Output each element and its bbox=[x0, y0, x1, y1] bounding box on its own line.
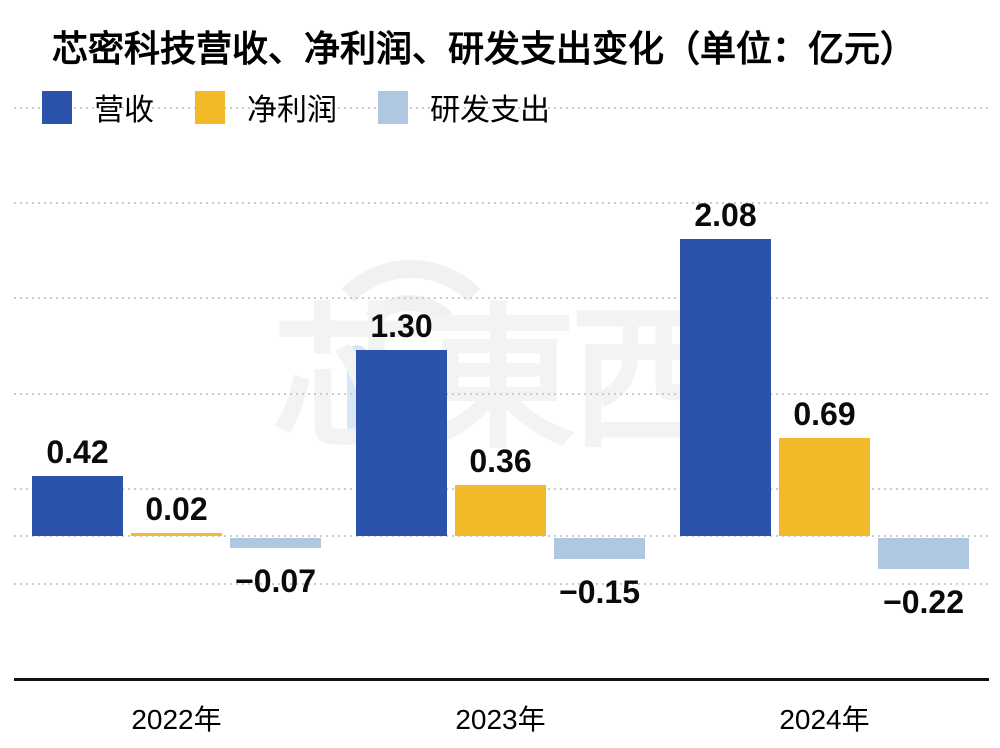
legend-swatch bbox=[378, 90, 408, 124]
x-axis-label-2024年: 2024年 bbox=[779, 704, 870, 735]
bar-营收-2024年 bbox=[680, 239, 771, 536]
bar-研发支出-2024年 bbox=[878, 538, 969, 569]
gridline bbox=[14, 202, 989, 204]
value-label-净利润-2024年: 0.69 bbox=[793, 396, 856, 432]
value-label-营收-2022年: 0.42 bbox=[46, 434, 109, 470]
zero-gridline bbox=[14, 535, 989, 537]
bar-净利润-2023年 bbox=[455, 485, 546, 536]
value-label-营收-2023年: 1.30 bbox=[370, 308, 433, 344]
value-label-净利润-2023年: 0.36 bbox=[469, 443, 532, 479]
legend-item-2: 净利润 bbox=[195, 85, 337, 129]
x-axis-line bbox=[14, 678, 989, 681]
legend-swatch bbox=[195, 90, 225, 124]
value-label-营收-2024年: 2.08 bbox=[694, 197, 757, 233]
legend-label: 净利润 bbox=[247, 94, 337, 127]
gridline bbox=[14, 393, 989, 395]
bar-净利润-2022年 bbox=[131, 533, 222, 536]
bar-营收-2023年 bbox=[356, 350, 447, 536]
legend-item-3: 研发支出 bbox=[378, 85, 550, 129]
chart-title: 芯密科技营收、净利润、研发支出变化（单位：亿元） bbox=[52, 28, 917, 69]
legend-label: 营收 bbox=[94, 94, 154, 127]
bar-营收-2022年 bbox=[32, 476, 123, 536]
legend: 营收 净利润 研发支出 bbox=[42, 85, 591, 129]
value-label-研发支出-2023年: −0.15 bbox=[559, 574, 640, 610]
bar-研发支出-2022年 bbox=[230, 538, 321, 548]
legend-swatch bbox=[42, 90, 72, 124]
bar-净利润-2024年 bbox=[779, 438, 870, 536]
value-label-研发支出-2022年: −0.07 bbox=[235, 563, 316, 599]
watermark-text: 芯東西 bbox=[272, 293, 725, 466]
gridline bbox=[14, 297, 989, 299]
legend-label: 研发支出 bbox=[430, 94, 550, 127]
value-label-净利润-2022年: 0.02 bbox=[145, 491, 208, 527]
x-axis-label-2023年: 2023年 bbox=[455, 704, 546, 735]
legend-item-1: 营收 bbox=[42, 85, 154, 129]
gridline bbox=[14, 583, 989, 585]
value-label-研发支出-2024年: −0.22 bbox=[883, 584, 964, 620]
gridline bbox=[14, 107, 989, 109]
x-axis-label-2022年: 2022年 bbox=[131, 704, 222, 735]
watermark: 芯東西 bbox=[272, 240, 725, 570]
bar-研发支出-2023年 bbox=[554, 538, 645, 559]
